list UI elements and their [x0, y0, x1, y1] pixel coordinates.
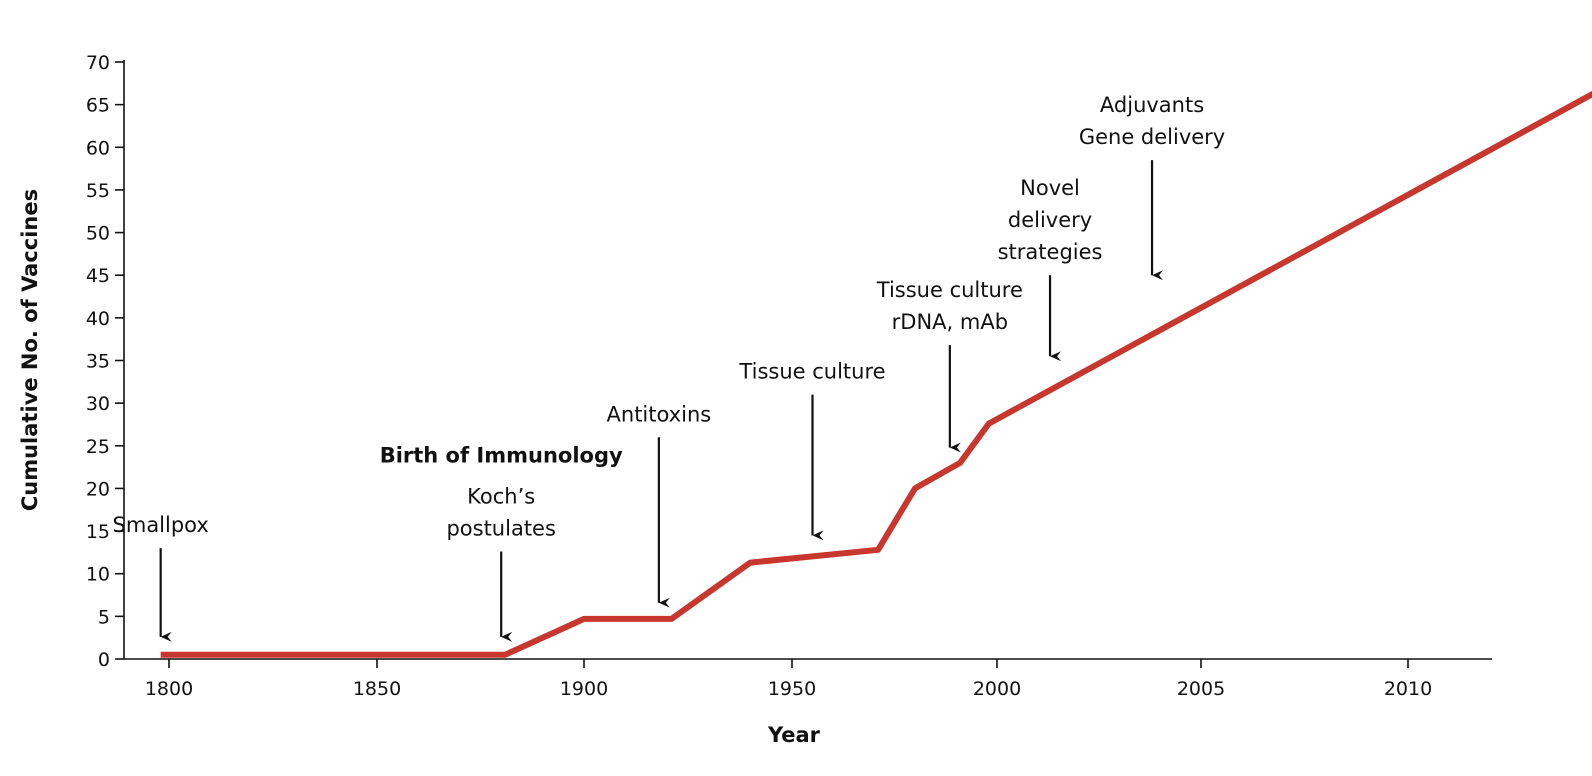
annotation: Koch’s postulates — [446, 485, 556, 642]
x-tick-label: 2010 — [1384, 678, 1432, 700]
y-tick-label: 55 — [86, 180, 110, 202]
y-tick-label: 15 — [86, 521, 110, 543]
annotation-label: Koch’s — [467, 485, 535, 509]
y-tick-label: 0 — [98, 649, 110, 671]
y-tick-label: 40 — [86, 308, 110, 330]
x-axis-ticks: 1800 1850 1900 1950 2000 2005 2010 — [145, 659, 1432, 700]
annotation-label: Smallpox — [113, 513, 209, 537]
annotation: Smallpox — [113, 513, 209, 642]
annotation-label: Novel — [1020, 176, 1080, 200]
annotation-label: rDNA, mAb — [892, 310, 1008, 334]
x-axis-title: Year — [767, 723, 821, 747]
x-axis: 1800 1850 1900 1950 2000 2005 2010 — [124, 658, 1492, 700]
y-axis-ticks: 0 5 10 15 20 25 30 35 40 45 50 55 60 65 70 — [86, 52, 124, 671]
annotation-label: strategies — [998, 240, 1103, 264]
annotation: Tissue culture rDNA, mAb — [876, 278, 1023, 453]
annotation-label: Tissue culture — [876, 278, 1023, 302]
annotation: Adjuvants Gene delivery — [1079, 93, 1225, 281]
annotation-label: Adjuvants — [1100, 93, 1204, 117]
y-tick-label: 20 — [86, 478, 110, 500]
x-tick-label: 1900 — [560, 678, 608, 700]
annotation: Birth of Immunology — [380, 444, 623, 468]
annotation-layer: Smallpox Birth of Immunology Koch’s postula… — [113, 93, 1225, 642]
annotation-label: delivery — [1008, 208, 1092, 232]
y-tick-label: 10 — [86, 564, 110, 586]
y-axis-title: Cumulative No. of Vaccines — [18, 189, 42, 511]
x-tick-label: 2005 — [1177, 678, 1225, 700]
y-tick-label: 70 — [86, 52, 110, 74]
annotation: Tissue culture — [738, 360, 886, 541]
y-axis: 0 5 10 15 20 25 30 35 40 45 50 55 60 65 70 — [86, 52, 125, 671]
y-tick-label: 5 — [98, 606, 110, 628]
x-tick-label: 1800 — [145, 678, 193, 700]
y-tick-label: 30 — [86, 393, 110, 415]
annotation-label: Tissue culture — [738, 360, 885, 384]
y-tick-label: 25 — [86, 436, 110, 458]
y-tick-label: 60 — [86, 137, 110, 159]
annotation: Antitoxins — [607, 402, 712, 608]
x-tick-label: 1950 — [768, 678, 816, 700]
series-layer — [160, 90, 1592, 658]
y-tick-label: 45 — [86, 265, 110, 287]
y-tick-label: 35 — [86, 351, 110, 373]
cumulative-vaccines-line — [160, 90, 1592, 658]
annotation-label: postulates — [446, 517, 555, 541]
annotation-label: Antitoxins — [607, 402, 712, 426]
y-tick-label: 50 — [86, 223, 110, 245]
annotation-label: Gene delivery — [1079, 125, 1225, 149]
x-tick-label: 2000 — [973, 678, 1021, 700]
x-tick-label: 1850 — [353, 678, 401, 700]
annotation: Novel delivery strategies — [998, 176, 1103, 362]
y-tick-label: 65 — [86, 95, 110, 117]
annotation-heading: Birth of Immunology — [380, 444, 623, 468]
